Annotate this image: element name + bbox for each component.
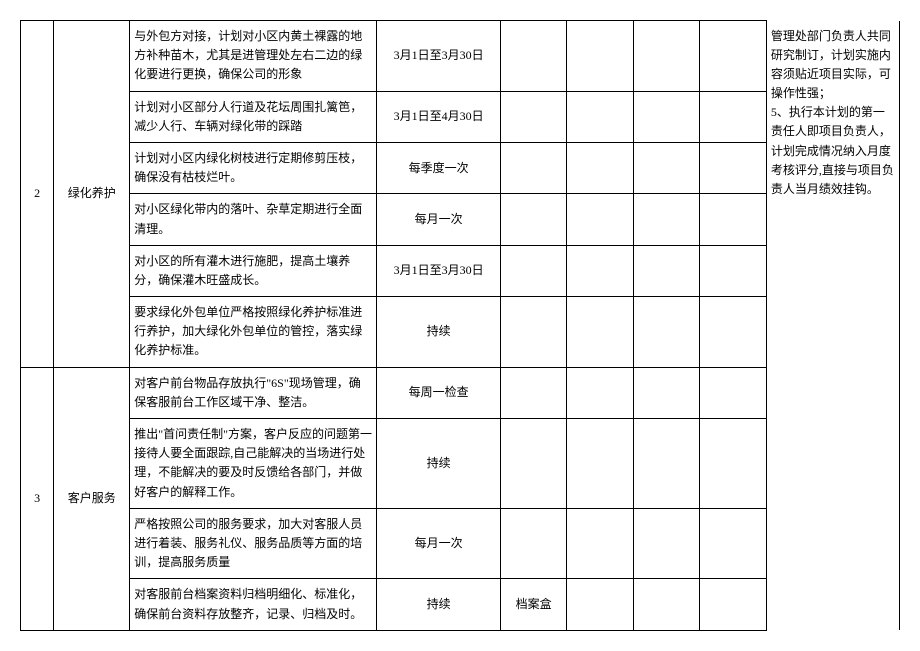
cell-g — [633, 21, 700, 92]
cell-f — [567, 91, 634, 142]
cell-f — [567, 297, 634, 368]
cell-e — [500, 21, 567, 92]
cell-e — [500, 508, 567, 579]
cell-f — [567, 419, 634, 509]
task-description: 对客户前台物品存放执行"6S"现场管理，确保客服前台工作区域干净、整洁。 — [130, 367, 377, 418]
task-time: 持续 — [377, 419, 501, 509]
task-description: 推出"首问责任制"方案，客户反应的问题第一接待人要全面跟踪,自己能解决的当场进行… — [130, 419, 377, 509]
task-description: 对客服前台档案资料归档明细化、标准化，确保前台资料存放整齐，记录、归档及时。 — [130, 579, 377, 630]
task-time: 3月1日至3月30日 — [377, 245, 501, 296]
cell-f — [567, 508, 634, 579]
cell-g — [633, 297, 700, 368]
cell-h — [700, 367, 767, 418]
cell-e — [500, 367, 567, 418]
task-description: 对小区的所有灌木进行施肥，提高土壤养分，确保灌木旺盛成长。 — [130, 245, 377, 296]
section-category: 客户服务 — [54, 367, 130, 630]
plan-table: 2绿化养护与外包方对接，计划对小区内黄土裸露的地方补种苗木，尤其是进管理处左右二… — [20, 20, 900, 631]
cell-h — [700, 194, 767, 245]
cell-e — [500, 142, 567, 193]
task-description: 计划对小区部分人行道及花坛周围扎篱笆，减少人行、车辆对绿化带的踩踏 — [130, 91, 377, 142]
section-number: 3 — [21, 367, 54, 630]
cell-f — [567, 21, 634, 92]
cell-g — [633, 419, 700, 509]
task-description: 严格按照公司的服务要求，加大对客服人员进行着装、服务礼仪、服务品质等方面的培训，… — [130, 508, 377, 579]
task-time: 每月一次 — [377, 508, 501, 579]
notes-cell: 管理处部门负责人共同研究制订，计划实施内容须贴近项目实际，可操作性强； 5、执行… — [766, 21, 899, 631]
task-description: 要求绿化外包单位严格按照绿化养护标准进行养护，加大绿化外包单位的管控，落实绿化养… — [130, 297, 377, 368]
cell-e — [500, 245, 567, 296]
cell-h — [700, 579, 767, 630]
cell-h — [700, 297, 767, 368]
cell-f — [567, 194, 634, 245]
task-time: 每月一次 — [377, 194, 501, 245]
cell-e: 档案盒 — [500, 579, 567, 630]
cell-f — [567, 367, 634, 418]
cell-g — [633, 142, 700, 193]
cell-h — [700, 21, 767, 92]
task-time: 每季度一次 — [377, 142, 501, 193]
task-time: 每周一检查 — [377, 367, 501, 418]
task-time: 3月1日至3月30日 — [377, 21, 501, 92]
cell-h — [700, 245, 767, 296]
cell-h — [700, 508, 767, 579]
cell-g — [633, 508, 700, 579]
cell-g — [633, 245, 700, 296]
task-time: 3月1日至4月30日 — [377, 91, 501, 142]
task-time: 持续 — [377, 579, 501, 630]
cell-h — [700, 142, 767, 193]
task-description: 与外包方对接，计划对小区内黄土裸露的地方补种苗木，尤其是进管理处左右二边的绿化要… — [130, 21, 377, 92]
cell-e — [500, 194, 567, 245]
cell-e — [500, 91, 567, 142]
cell-g — [633, 367, 700, 418]
task-description: 对小区绿化带内的落叶、杂草定期进行全面清理。 — [130, 194, 377, 245]
section-number: 2 — [21, 21, 54, 368]
task-description: 计划对小区内绿化树枝进行定期修剪压枝，确保没有枯枝烂叶。 — [130, 142, 377, 193]
task-time: 持续 — [377, 297, 501, 368]
cell-f — [567, 245, 634, 296]
cell-e — [500, 297, 567, 368]
cell-h — [700, 419, 767, 509]
cell-e — [500, 419, 567, 509]
cell-f — [567, 142, 634, 193]
cell-h — [700, 91, 767, 142]
section-category: 绿化养护 — [54, 21, 130, 368]
cell-f — [567, 579, 634, 630]
cell-g — [633, 579, 700, 630]
cell-g — [633, 194, 700, 245]
table-row: 2绿化养护与外包方对接，计划对小区内黄土裸露的地方补种苗木，尤其是进管理处左右二… — [21, 21, 900, 92]
cell-g — [633, 91, 700, 142]
